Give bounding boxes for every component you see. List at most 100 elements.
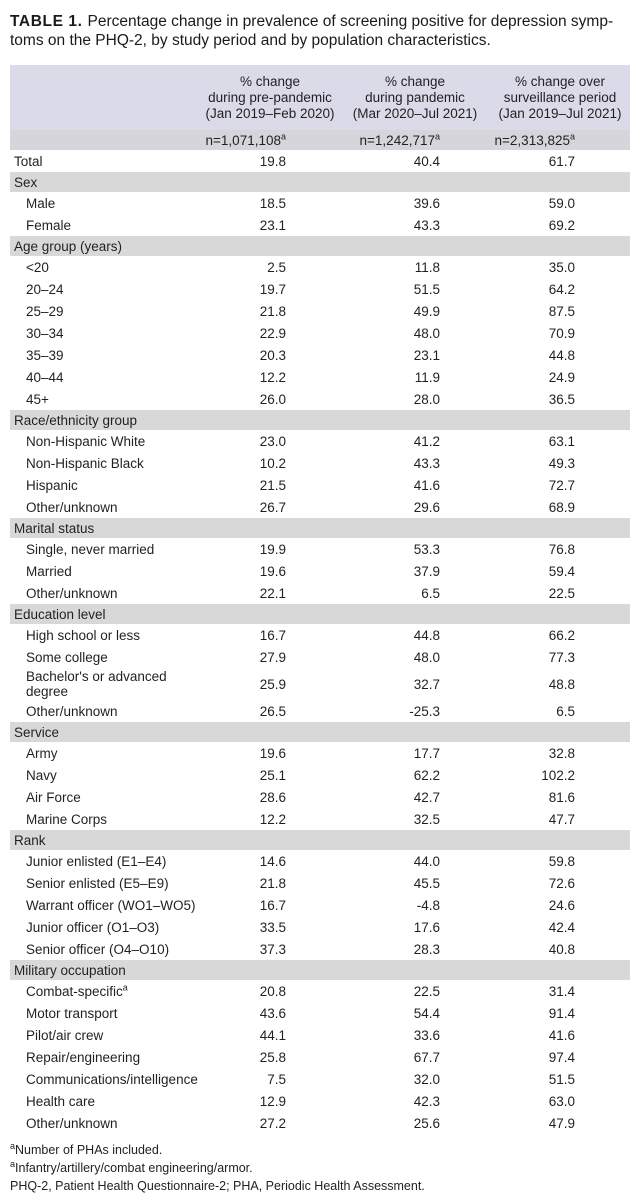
value-cell: 28.3 <box>413 941 440 957</box>
table-row: Other/unknown 22.1 6.5 22.5 <box>10 582 630 604</box>
value-cell: 25.6 <box>413 1115 440 1131</box>
data-table: % change during pre-pandemic (Jan 2019–F… <box>10 65 630 1134</box>
value-cell: 27.2 <box>259 1115 286 1131</box>
table-row: 45+ 26.0 28.0 36.5 <box>10 388 630 410</box>
table-row: Female 23.1 43.3 69.2 <box>10 214 630 236</box>
value-cell: 22.9 <box>259 325 286 341</box>
value-cell: 67.7 <box>413 1049 440 1065</box>
row-label: Repair/engineering <box>26 1049 141 1065</box>
value-cell: 22.1 <box>259 585 286 601</box>
value-cell: 32.7 <box>413 676 440 692</box>
table-row: Air Force 28.6 42.7 81.6 <box>10 786 630 808</box>
value-cell: 49.3 <box>548 455 575 471</box>
value-cell: 25.9 <box>259 676 286 692</box>
value-cell: 97.4 <box>548 1049 575 1065</box>
table-row: <20 2.5 11.8 35.0 <box>10 256 630 278</box>
value-cell: 17.7 <box>413 745 440 761</box>
value-cell: 44.8 <box>548 347 575 363</box>
row-label: Hispanic <box>26 477 78 493</box>
row-label: Other/unknown <box>26 585 118 601</box>
value-cell: 70.9 <box>548 325 575 341</box>
value-cell: 19.6 <box>259 563 286 579</box>
table-row: Non-Hispanic Black 10.2 43.3 49.3 <box>10 452 630 474</box>
header-col-pandemic: % change during pandemic (Mar 2020–Jul 2… <box>352 73 478 121</box>
value-cell: 41.2 <box>413 433 440 449</box>
row-label: 25–29 <box>26 303 64 319</box>
value-cell: 26.5 <box>259 703 286 719</box>
table-row: Hispanic 21.5 41.6 72.7 <box>10 474 630 496</box>
value-cell: 36.5 <box>548 391 575 407</box>
table-row: 35–39 20.3 23.1 44.8 <box>10 344 630 366</box>
value-cell: 44.8 <box>413 627 440 643</box>
value-cell: 21.8 <box>259 875 286 891</box>
table-row: Communications/intelligence 7.5 32.0 51.5 <box>10 1068 630 1090</box>
value-cell: 11.9 <box>414 369 440 385</box>
row-label: High school or less <box>26 627 141 643</box>
value-cell: 19.6 <box>259 745 286 761</box>
row-label: Other/unknown <box>26 499 118 515</box>
value-cell: 53.3 <box>413 541 440 557</box>
table-row: Health care 12.9 42.3 63.0 <box>10 1090 630 1112</box>
row-label: 35–39 <box>26 347 64 363</box>
table-row: Repair/engineering 25.8 67.7 97.4 <box>10 1046 630 1068</box>
value-cell: 22.5 <box>413 983 440 999</box>
row-label: Single, never married <box>26 541 155 557</box>
row-label: Junior enlisted (E1–E4) <box>26 853 167 869</box>
value-cell: 31.4 <box>548 983 575 999</box>
value-cell: 43.3 <box>413 217 440 233</box>
section-label: Education level <box>14 606 106 622</box>
value-cell: 44.1 <box>259 1027 286 1043</box>
row-label: Motor transport <box>26 1005 118 1021</box>
value-cell: 35.0 <box>548 259 575 275</box>
value-cell: -4.8 <box>416 897 440 913</box>
value-cell: 12.2 <box>259 811 286 827</box>
table-n-row: n=1,071,108a n=1,242,717a n=2,313,825a <box>10 130 630 150</box>
row-label: Warrant officer (WO1–WO5) <box>26 897 196 913</box>
section-row: Education level <box>10 604 630 624</box>
footnotes: aNumber of PHAs included. aInfantry/arti… <box>10 1141 630 1195</box>
row-label: Total <box>14 153 43 169</box>
value-cell: 20.3 <box>259 347 286 363</box>
table-title: TABLE 1. Percentage change in prevalence … <box>10 12 630 50</box>
value-cell: 48.0 <box>413 325 440 341</box>
table-rows: Total 19.8 40.4 61.7 Sex Male 18.5 39.6 59.0 Fema… <box>10 150 630 1134</box>
value-cell: 51.5 <box>548 1071 575 1087</box>
value-cell: 17.6 <box>413 919 440 935</box>
table-row: Combat-specifica 20.8 22.5 31.4 <box>10 980 630 1002</box>
header-col-surveillance: % change over surveillance period (Jan 2… <box>498 73 622 121</box>
n-value-surveillance: n=2,313,825a <box>494 131 575 148</box>
row-label: 30–34 <box>26 325 64 341</box>
table-row: Marine Corps 12.2 32.5 47.7 <box>10 808 630 830</box>
value-cell: 25.1 <box>259 767 286 783</box>
value-cell: 42.4 <box>548 919 575 935</box>
value-cell: 47.7 <box>548 811 575 827</box>
row-label: Army <box>26 745 58 761</box>
value-cell: 12.2 <box>259 369 286 385</box>
value-cell: 62.2 <box>413 767 440 783</box>
value-cell: 63.0 <box>548 1093 575 1109</box>
value-cell: 42.3 <box>413 1093 440 1109</box>
value-cell: 28.0 <box>413 391 440 407</box>
table-row: High school or less 16.7 44.8 66.2 <box>10 624 630 646</box>
value-cell: 69.2 <box>548 217 575 233</box>
table-row: 20–24 19.7 51.5 64.2 <box>10 278 630 300</box>
value-cell: 18.5 <box>259 195 286 211</box>
row-label: Other/unknown <box>26 703 118 719</box>
value-cell: 24.6 <box>548 897 575 913</box>
value-cell: 43.6 <box>259 1005 286 1021</box>
row-label: 45+ <box>26 391 49 407</box>
table-row: Some college 27.9 48.0 77.3 <box>10 646 630 668</box>
value-cell: 27.9 <box>259 649 286 665</box>
value-cell: 7.5 <box>267 1071 286 1087</box>
table-title-line1: Percentage change in prevalence of scree… <box>87 13 614 30</box>
value-cell: 102.2 <box>541 767 575 783</box>
row-label: Navy <box>26 767 57 783</box>
header-col-pre-pandemic: % change during pre-pandemic (Jan 2019–F… <box>205 73 335 121</box>
table-row: Junior officer (O1–O3) 33.5 17.6 42.4 <box>10 916 630 938</box>
table-header-row: % change during pre-pandemic (Jan 2019–F… <box>10 65 630 130</box>
row-label: 20–24 <box>26 281 64 297</box>
value-cell: 29.6 <box>413 499 440 515</box>
row-label: Senior officer (O4–O10) <box>26 941 170 957</box>
table-row: Total 19.8 40.4 61.7 <box>10 150 630 172</box>
